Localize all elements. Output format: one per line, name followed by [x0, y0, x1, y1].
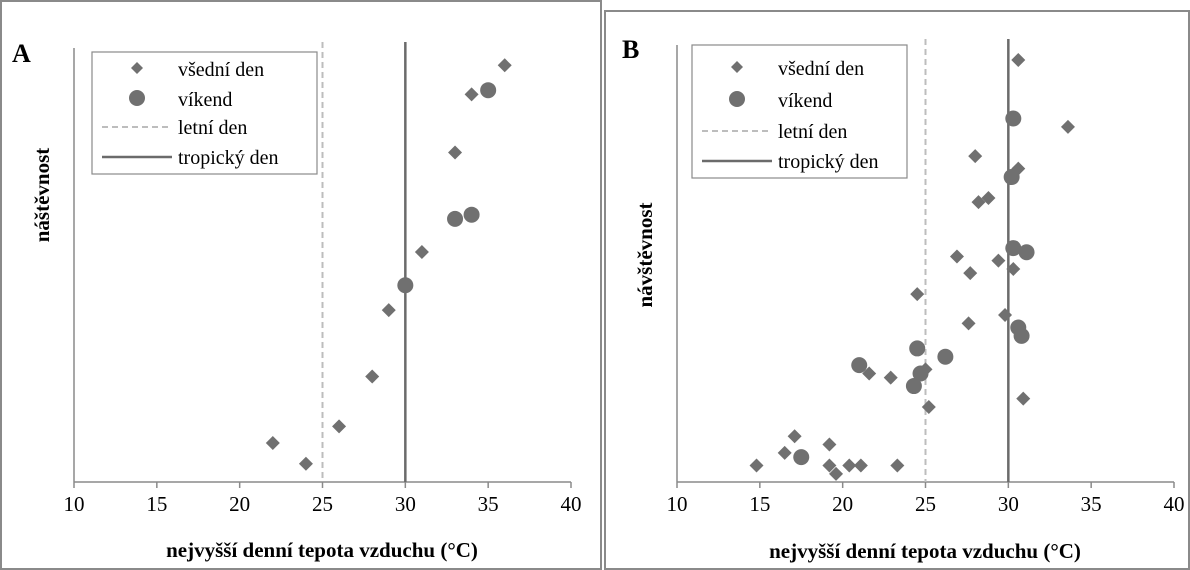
- weekday-point: [910, 287, 925, 302]
- weekday-point: [497, 58, 512, 73]
- x-tick-label: 10: [667, 492, 688, 516]
- weekday-point: [971, 195, 986, 210]
- weekend-point: [1005, 240, 1022, 257]
- weekday-point: [365, 369, 380, 384]
- panel-a-ylabel: náštěvnost: [30, 148, 54, 243]
- panel-b-xlabel: nejvyšší denní tepota vzduchu (°C): [769, 539, 1081, 563]
- weekday-point: [829, 466, 844, 481]
- weekday-point: [998, 307, 1013, 322]
- weekend-point: [1013, 327, 1030, 344]
- weekend-point: [909, 340, 926, 357]
- weekday-point: [961, 316, 976, 331]
- weekend-point: [905, 378, 922, 395]
- weekday-point: [890, 458, 905, 473]
- legend-weekday-label: všední den: [178, 59, 264, 81]
- x-tick-label: 30: [395, 492, 416, 516]
- legend-tropical-label: tropický den: [778, 151, 879, 173]
- x-tick-label: 35: [1081, 492, 1102, 516]
- weekday-point: [265, 435, 280, 450]
- weekday-point: [822, 458, 837, 473]
- legend-weekend-label: víkend: [778, 90, 832, 112]
- weekday-point: [853, 458, 868, 473]
- weekday-point: [1006, 262, 1021, 276]
- weekend-point: [463, 206, 480, 223]
- weekday-point: [464, 87, 479, 102]
- panel-b: B návštěvnost nejvyšší denní tepota vzdu…: [622, 35, 1185, 563]
- legend-weekend-label: víkend: [178, 89, 232, 111]
- weekday-point: [1060, 119, 1075, 134]
- weekday-point: [842, 458, 857, 473]
- panel-a-plot-area: 10 15 20 25 30 35 40: [64, 42, 582, 516]
- x-tick-label: 15: [146, 492, 167, 516]
- panel-a-legend: všední den víkend letní den tropický den: [91, 51, 318, 175]
- legend-weekday-marker: [731, 61, 743, 73]
- weekday-point: [963, 266, 978, 281]
- weekend-point: [912, 365, 929, 382]
- legend-weekend-marker: [729, 91, 745, 107]
- x-tick-label: 35: [478, 492, 499, 516]
- x-tick-label: 30: [998, 492, 1019, 516]
- panel-a-xlabel: nejvyšší denní tepota vzduchu (°C): [166, 538, 478, 562]
- legend-box: [91, 51, 318, 175]
- weekday-point: [968, 149, 983, 164]
- x-tick-label: 15: [749, 492, 770, 516]
- weekday-point: [862, 366, 877, 381]
- weekday-point: [749, 458, 764, 473]
- legend-weekday-marker: [131, 62, 143, 74]
- panel-a: A náštěvnost nejvyšší denní tepota vzduc…: [12, 39, 582, 562]
- panel-b-ylabel: návštěvnost: [633, 202, 657, 307]
- weekend-point: [937, 348, 954, 365]
- weekday-point: [822, 437, 837, 452]
- weekday-point: [1016, 391, 1031, 406]
- panel-a-frame: [0, 0, 602, 570]
- weekday-point: [381, 303, 396, 318]
- weekend-point: [1018, 244, 1035, 261]
- panel-b-legend: všední den víkend letní den tropický den: [691, 44, 908, 179]
- weekday-point: [883, 370, 898, 385]
- weekday-point: [949, 249, 964, 264]
- weekday-point: [332, 419, 347, 434]
- panel-b-letter: B: [622, 35, 639, 64]
- weekend-point: [851, 357, 868, 374]
- weekend-point: [1003, 169, 1020, 186]
- legend-box: [691, 44, 908, 179]
- weekday-point: [981, 190, 996, 205]
- weekday-point: [921, 399, 936, 414]
- legend-weekday-label: všední den: [778, 58, 864, 80]
- x-tick-label: 20: [832, 492, 853, 516]
- weekend-point: [1005, 110, 1022, 127]
- panel-b-frame: [604, 10, 1190, 570]
- weekday-point: [787, 429, 802, 444]
- weekday-point: [991, 253, 1006, 268]
- x-tick-label: 20: [229, 492, 250, 516]
- x-tick-label: 40: [561, 492, 582, 516]
- weekday-point: [777, 445, 792, 460]
- weekend-point: [480, 82, 497, 99]
- legend-summer-label: letní den: [778, 121, 847, 143]
- panel-b-plot-area: 10 15 20 25 30 35 40: [667, 39, 1185, 516]
- weekday-point: [414, 245, 429, 260]
- x-tick-label: 10: [64, 492, 85, 516]
- x-tick-label: 25: [915, 492, 936, 516]
- weekend-point: [447, 210, 464, 227]
- weekend-point: [397, 277, 414, 294]
- weekday-point: [298, 456, 313, 471]
- weekday-point: [1011, 53, 1026, 67]
- legend-summer-label: letní den: [178, 117, 247, 139]
- panel-a-letter: A: [12, 39, 31, 68]
- legend-tropical-label: tropický den: [178, 147, 279, 169]
- x-tick-label: 40: [1164, 492, 1185, 516]
- weekday-point: [448, 145, 463, 160]
- legend-weekend-marker: [129, 90, 145, 106]
- weekend-point: [793, 449, 810, 466]
- x-tick-label: 25: [312, 492, 333, 516]
